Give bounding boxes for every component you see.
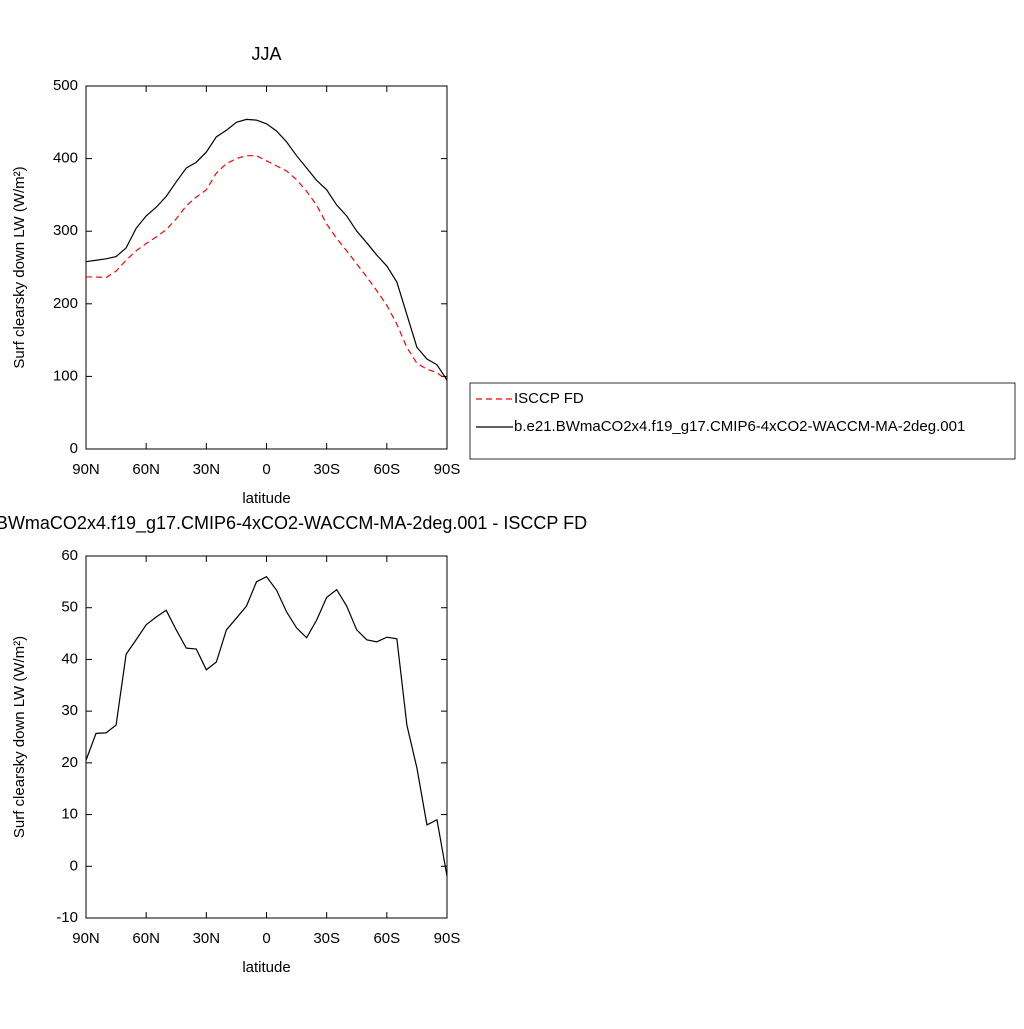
y-tick-label: 400 xyxy=(53,150,78,167)
legend-box xyxy=(469,382,1016,460)
x-axis-label: latitude xyxy=(242,490,290,507)
y-tick-label: 50 xyxy=(61,599,78,616)
legend-label: b.e21.BWmaCO2x4.f19_g17.CMIP6-4xCO2-WACC… xyxy=(514,418,965,435)
y-tick-label: 10 xyxy=(61,806,78,823)
x-tick-label: 90S xyxy=(434,461,461,478)
y-tick-label: 500 xyxy=(53,77,78,94)
data-line xyxy=(85,118,448,381)
y-tick-label: 40 xyxy=(61,650,78,667)
x-tick-label: 0 xyxy=(262,461,270,478)
y-tick-label: 0 xyxy=(70,857,78,874)
x-tick-label: 30S xyxy=(313,930,340,947)
legend-label: ISCCP FD xyxy=(514,390,584,407)
y-tick-label: 0 xyxy=(70,440,78,457)
x-tick-label: 90N xyxy=(72,461,100,478)
plot-frame xyxy=(85,555,448,919)
x-axis-label: latitude xyxy=(242,959,290,976)
x-tick-label: 60S xyxy=(373,461,400,478)
chart-title: b.e21.BWmaCO2x4.f19_g17.CMIP6-4xCO2-WACC… xyxy=(0,513,587,534)
x-tick-label: 60N xyxy=(132,930,160,947)
data-line xyxy=(86,155,448,381)
y-axis-label: Surf clearsky down LW (W/m²) xyxy=(11,166,28,368)
y-tick-label: -10 xyxy=(56,909,78,926)
y-tick-label: 200 xyxy=(53,295,78,312)
plot-frame xyxy=(85,85,448,450)
y-axis-label: Surf clearsky down LW (W/m²) xyxy=(11,636,28,838)
y-tick-label: 60 xyxy=(61,547,78,564)
x-tick-label: 0 xyxy=(262,930,270,947)
y-tick-label: 100 xyxy=(53,367,78,384)
y-tick-label: 30 xyxy=(61,702,78,719)
x-tick-label: 90N xyxy=(72,930,100,947)
data-line xyxy=(85,575,448,877)
x-tick-label: 60S xyxy=(373,930,400,947)
x-tick-label: 30S xyxy=(313,461,340,478)
x-tick-label: 90S xyxy=(434,930,461,947)
x-tick-label: 60N xyxy=(132,461,160,478)
x-tick-label: 30N xyxy=(193,461,221,478)
x-tick-label: 30N xyxy=(193,930,221,947)
y-tick-label: 20 xyxy=(61,754,78,771)
chart-title: JJA xyxy=(251,44,281,64)
y-tick-label: 300 xyxy=(53,222,78,239)
